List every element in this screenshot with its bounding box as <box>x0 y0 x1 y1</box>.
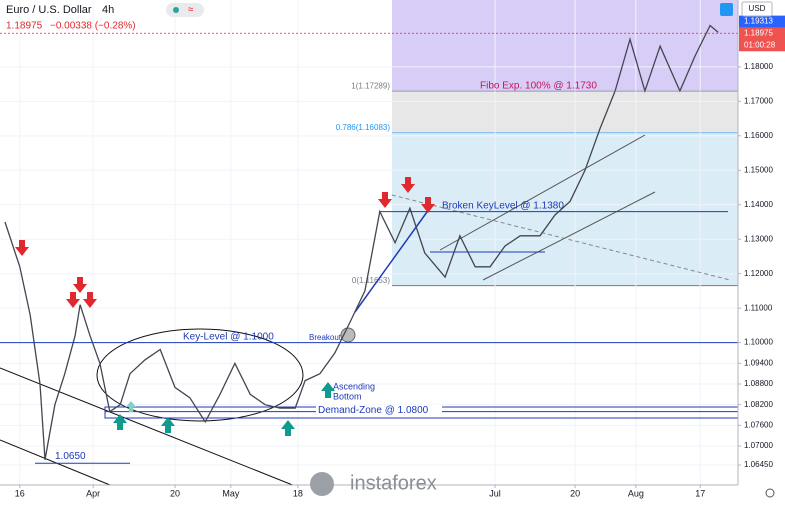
y-tick-label: 1.16000 <box>744 131 773 140</box>
wave-icon: ≈ <box>188 5 194 16</box>
level-label: 1.0650 <box>55 451 86 462</box>
up-arrow <box>281 420 295 436</box>
projection-line <box>391 194 731 281</box>
fullscreen-button[interactable] <box>720 3 733 16</box>
y-tick-label: 1.18000 <box>744 62 773 71</box>
indicator-pill[interactable] <box>166 3 204 17</box>
level-label: Broken KeyLevel @ 1.1380 <box>442 200 564 211</box>
x-tick-label: Jul <box>489 488 501 498</box>
header-price: 1.18975 <box>6 21 43 32</box>
status-dot <box>173 7 179 13</box>
trendline <box>0 439 111 486</box>
countdown: 01:00:28 <box>744 40 776 49</box>
channel-line <box>482 191 656 281</box>
fib-regions: 1(1.17289) 0.786(1.16083) 0(1.11653) <box>336 0 738 287</box>
x-tick-label: May <box>222 488 240 498</box>
y-tick-label: 1.13000 <box>744 234 773 243</box>
x-tick-label: 16 <box>15 488 25 498</box>
price-axis <box>738 0 785 500</box>
sell-arrows <box>15 177 435 308</box>
last-price-box <box>739 27 785 52</box>
fib-region <box>392 0 738 92</box>
x-tick-label: 17 <box>695 488 705 498</box>
y-tick-label: 1.15000 <box>744 165 773 174</box>
up-arrow <box>113 414 127 430</box>
x-tick-label: Aug <box>628 488 644 498</box>
channel-line <box>439 134 646 251</box>
down-arrow <box>378 192 392 208</box>
symbol-title: Euro / U.S. Dollar <box>6 4 92 16</box>
x-tick-label: 20 <box>570 488 580 498</box>
arrows <box>15 177 435 436</box>
breakout-marker <box>340 327 356 343</box>
level-label: Demand-Zone @ 1.0800 <box>318 405 429 416</box>
header-change: −0.00338 (−0.28%) <box>50 21 136 32</box>
down-arrow <box>401 177 415 193</box>
y-tick-label: 1.07600 <box>744 420 773 429</box>
currency: USD <box>749 4 766 13</box>
x-tick-label: Apr <box>86 488 100 498</box>
up-arrow <box>321 382 335 398</box>
series-layer <box>4 24 719 460</box>
fib-label: 1(1.17289) <box>351 81 390 90</box>
interval: 4h <box>102 4 114 16</box>
label-background <box>316 404 442 417</box>
y-tick-label: 1.17000 <box>744 96 773 105</box>
y-tick-label: 1.10000 <box>744 338 773 347</box>
grid <box>0 0 738 485</box>
y-tick-label: 1.09400 <box>744 358 773 367</box>
down-arrow <box>66 292 80 308</box>
breakout-label: Breakout <box>309 333 342 342</box>
last-price-label: 1.18975 <box>744 28 773 37</box>
axes: 1.18000 1.17000 1.16000 1.15000 1.14000 1.130… <box>15 15 785 498</box>
trendline <box>354 204 433 313</box>
y-tick-label: 1.11000 <box>744 303 773 312</box>
buy-arrows <box>113 382 335 436</box>
bid-label: 1.19313 <box>744 17 773 26</box>
y-tick-label: 1.08200 <box>744 400 773 409</box>
watermark-logo <box>310 472 334 496</box>
up-arrow <box>126 401 136 412</box>
fib-region <box>392 91 738 133</box>
down-arrow <box>83 292 97 308</box>
x-tick-label: 20 <box>170 488 180 498</box>
settings-icon[interactable] <box>765 488 775 498</box>
trendline <box>0 367 311 493</box>
price-line <box>4 24 719 460</box>
time-axis <box>0 485 738 500</box>
down-arrow <box>15 240 29 256</box>
level-label: Key-Level @ 1.1000 <box>183 331 274 342</box>
watermark: instaforex <box>310 472 437 496</box>
level-label: Fibo Exp. 100% @ 1.1730 <box>480 81 597 92</box>
fib-label: 0(1.11653) <box>352 276 390 285</box>
ascending-bottom-label: Ascending <box>333 381 375 391</box>
levels: Key-Level @ 1.1000 Broken KeyLevel @ 1.13… <box>0 32 738 464</box>
y-tick-label: 1.12000 <box>744 269 773 278</box>
y-tick-label: 1.14000 <box>744 200 773 209</box>
x-tick-label: 18 <box>293 488 303 498</box>
y-tick-label: 1.07000 <box>744 441 773 450</box>
watermark-text: instaforex <box>350 472 437 494</box>
ascending-bottom-label: Bottom <box>333 391 362 401</box>
range-ellipse <box>96 328 304 422</box>
currency-box[interactable] <box>741 1 773 17</box>
y-tick-label: 1.08800 <box>744 379 773 388</box>
up-arrow <box>161 417 175 433</box>
down-arrow <box>421 197 435 213</box>
y-tick-label: 1.06450 <box>744 460 773 469</box>
fib-label: 0.786(1.16083) <box>336 123 391 132</box>
down-arrow <box>73 277 87 293</box>
bid-box <box>739 15 785 28</box>
